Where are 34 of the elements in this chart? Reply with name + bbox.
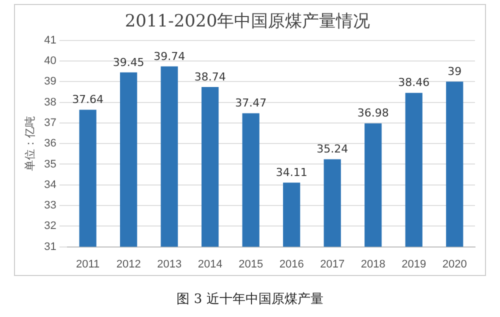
x-tick-label: 2016 bbox=[279, 258, 304, 270]
y-tick-label: 39 bbox=[44, 76, 56, 88]
data-label: 38.74 bbox=[194, 70, 226, 84]
x-tick-label: 2019 bbox=[402, 258, 426, 270]
y-tick-label: 37 bbox=[44, 116, 56, 129]
x-tick-label: 2020 bbox=[442, 258, 467, 270]
x-tick-label: 2017 bbox=[320, 258, 345, 270]
y-tick-label: 33 bbox=[44, 200, 56, 212]
y-tick-label: 36 bbox=[44, 138, 56, 150]
data-label: 36.98 bbox=[357, 106, 389, 120]
y-tick-label: 40 bbox=[44, 55, 56, 68]
x-tick-label: 2012 bbox=[116, 258, 141, 270]
chart-title: 2011-2020年中国原煤产量情况 bbox=[124, 12, 370, 32]
y-tick-label: 38 bbox=[44, 96, 56, 108]
x-tick-label: 2013 bbox=[157, 258, 182, 270]
y-tick-label: 35 bbox=[44, 158, 56, 170]
x-tick-label: 2011 bbox=[76, 258, 100, 270]
y-tick-label: 34 bbox=[44, 178, 56, 191]
y-axis-title: 单位：亿吨 bbox=[24, 116, 37, 172]
data-label: 34.11 bbox=[276, 166, 308, 179]
data-label: 37.47 bbox=[235, 96, 267, 110]
y-tick-label: 31 bbox=[44, 240, 56, 253]
data-label: 37.64 bbox=[72, 93, 104, 106]
data-label: 38.46 bbox=[398, 76, 430, 90]
x-tick-label: 2018 bbox=[360, 258, 386, 270]
data-label: 39.45 bbox=[112, 56, 144, 69]
data-label: 39 bbox=[448, 65, 462, 78]
x-tick-label: 2014 bbox=[198, 258, 222, 270]
caption: 图 3 近十年中国原煤产量 bbox=[176, 291, 324, 308]
data-label: 35.24 bbox=[316, 142, 348, 156]
data-label: 39.74 bbox=[154, 50, 186, 63]
y-tick-label: 41 bbox=[44, 34, 56, 46]
x-tick-label: 2015 bbox=[238, 258, 264, 270]
y-tick-label: 32 bbox=[44, 220, 56, 232]
